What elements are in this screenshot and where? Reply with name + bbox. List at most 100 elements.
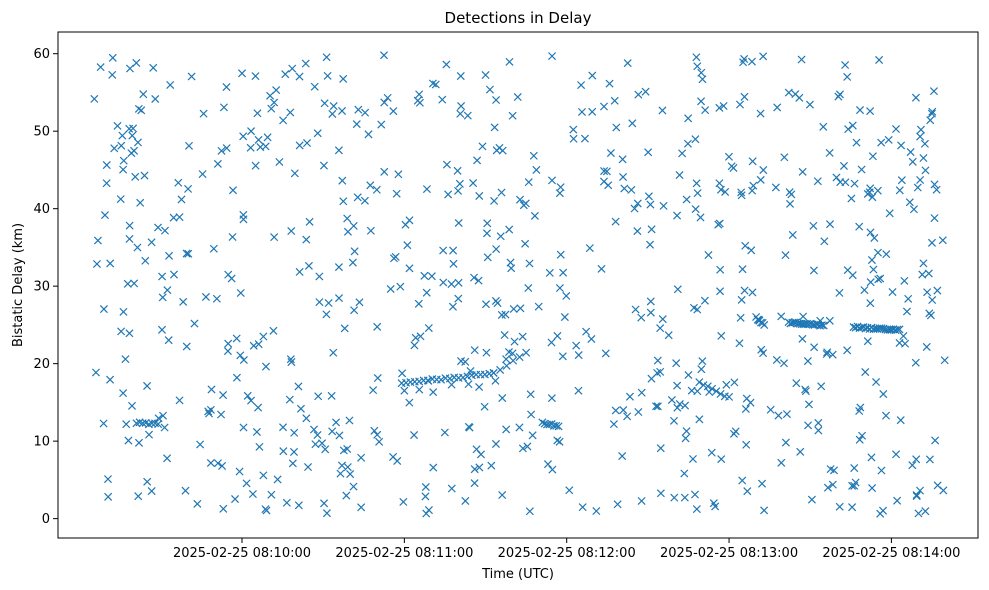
data-point	[289, 447, 299, 456]
data-point	[239, 132, 248, 141]
data-point	[630, 204, 639, 213]
data-point	[217, 146, 226, 155]
data-point	[102, 161, 111, 170]
data-point	[647, 225, 656, 234]
data-point	[519, 201, 528, 210]
x-axis: 2025-02-25 08:10:00 2025-02-25 08:11:00 20…	[173, 538, 960, 561]
data-point	[731, 427, 740, 436]
data-point	[730, 378, 739, 387]
data-point	[315, 272, 324, 281]
data-point	[653, 356, 662, 365]
data-point	[295, 267, 304, 276]
data-point	[127, 149, 136, 158]
data-point	[777, 458, 786, 467]
data-point	[933, 481, 942, 490]
data-point	[158, 272, 167, 281]
data-point	[633, 199, 642, 208]
data-point	[463, 111, 472, 120]
data-point	[795, 93, 804, 102]
data-point	[184, 184, 193, 193]
data-point	[349, 482, 358, 491]
data-point	[835, 502, 844, 511]
data-point	[646, 297, 655, 306]
data-point	[805, 100, 814, 109]
data-point	[132, 58, 141, 67]
data-point	[766, 405, 775, 414]
data-point	[916, 125, 925, 134]
data-point	[850, 179, 859, 188]
data-point	[290, 169, 299, 178]
data-point	[424, 324, 433, 333]
data-point	[134, 438, 144, 447]
data-point	[875, 55, 884, 64]
data-point	[449, 259, 458, 268]
data-point	[373, 322, 382, 331]
data-point	[355, 298, 364, 307]
data-point	[373, 430, 382, 439]
data-point	[338, 106, 347, 115]
data-point	[415, 385, 424, 394]
data-point	[739, 58, 748, 67]
data-point	[350, 306, 359, 315]
data-point	[722, 380, 731, 389]
data-point	[747, 57, 756, 66]
data-point	[222, 144, 231, 153]
data-point	[133, 243, 142, 252]
data-point	[464, 422, 473, 431]
data-point	[143, 477, 152, 486]
data-point	[429, 463, 438, 472]
data-point	[675, 171, 684, 180]
data-point	[912, 491, 921, 500]
data-point	[106, 259, 115, 268]
data-point	[869, 265, 878, 274]
data-point	[873, 248, 883, 257]
data-point	[261, 362, 270, 371]
data-point	[912, 455, 921, 464]
data-point	[422, 509, 431, 518]
data-point	[572, 341, 581, 350]
data-point	[414, 299, 423, 308]
data-point	[780, 153, 789, 162]
data-point	[160, 226, 169, 235]
data-point	[505, 57, 514, 66]
data-point	[524, 178, 533, 187]
data-point	[819, 321, 828, 330]
data-point	[784, 88, 793, 97]
data-point	[919, 259, 928, 268]
data-point	[509, 304, 518, 313]
data-point	[560, 313, 569, 322]
data-point	[328, 109, 337, 118]
data-point	[275, 157, 284, 167]
data-point	[249, 341, 258, 350]
data-point	[117, 141, 126, 150]
data-point	[667, 395, 676, 405]
data-point	[634, 90, 643, 99]
data-point	[380, 167, 389, 176]
data-point	[281, 70, 290, 79]
data-point	[874, 275, 883, 284]
data-point	[267, 104, 276, 113]
data-point	[704, 251, 713, 260]
data-point	[580, 134, 589, 143]
data-point	[916, 175, 925, 184]
data-point	[482, 348, 491, 357]
data-point	[652, 402, 661, 411]
data-point	[242, 479, 251, 488]
y-tick-label: 10	[33, 435, 50, 450]
data-point	[481, 70, 490, 80]
data-point	[138, 419, 147, 428]
data-point	[405, 264, 414, 273]
data-point	[914, 509, 923, 518]
data-point	[715, 103, 724, 112]
data-point	[212, 294, 221, 303]
data-point	[940, 356, 949, 365]
data-point	[405, 398, 414, 407]
data-point	[826, 465, 835, 474]
data-point	[228, 186, 238, 195]
data-point	[913, 183, 922, 192]
data-point	[727, 162, 736, 171]
data-point	[532, 165, 541, 174]
data-point	[658, 106, 667, 115]
data-point	[377, 120, 386, 129]
data-point	[447, 484, 456, 493]
